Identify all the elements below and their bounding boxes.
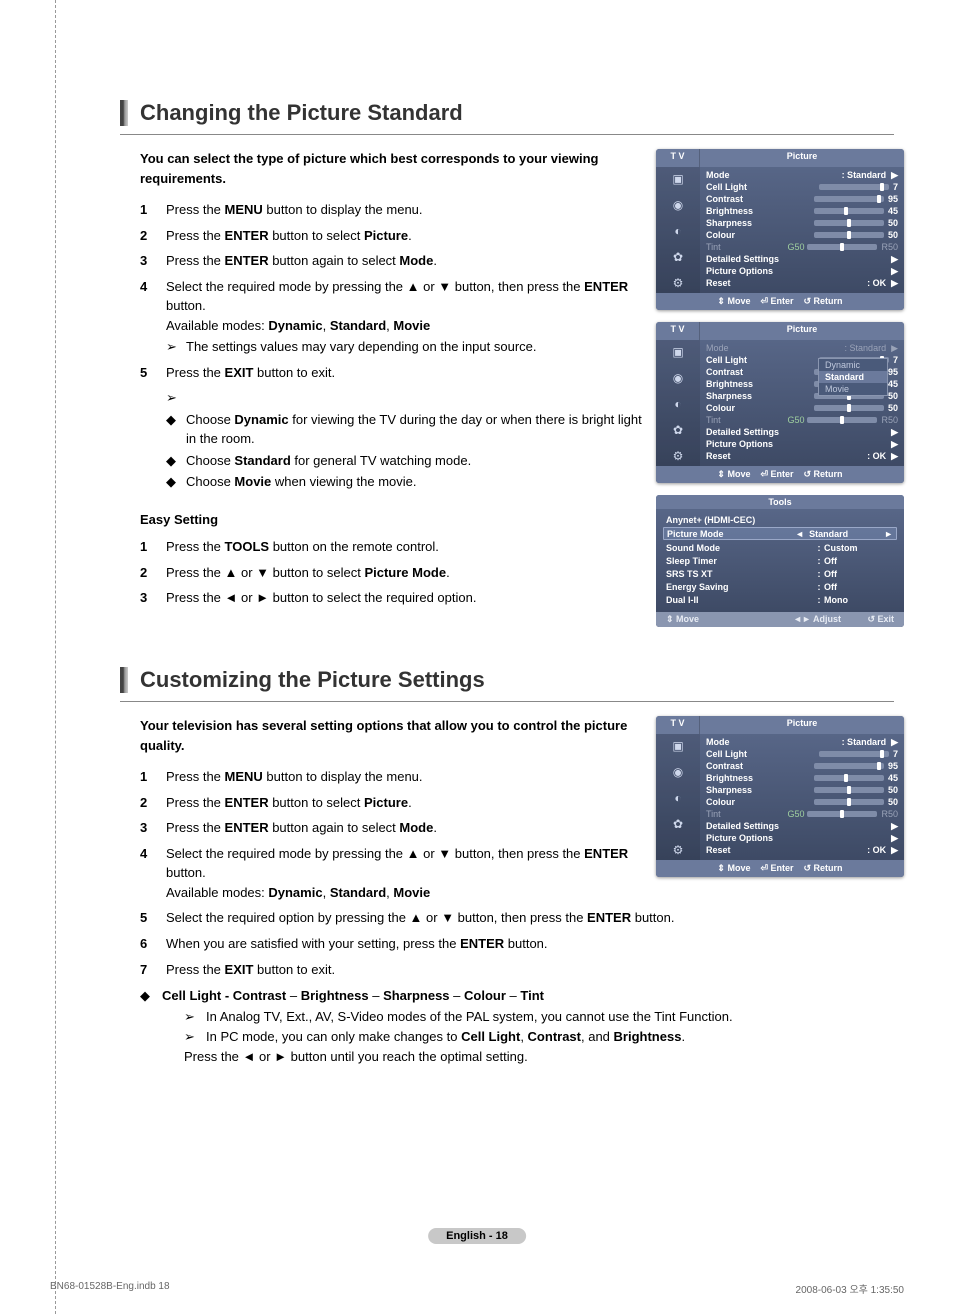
osd-column-1: T VPicture▣◉◐✿⚙Mode: Standard ▶Cell Ligh… bbox=[656, 149, 904, 627]
section1-rule bbox=[120, 134, 894, 135]
osd-picture-dropdown: T VPicture▣◉◐✿⚙Mode: Standard ▶Cell Ligh… bbox=[656, 322, 904, 483]
section1-intro: You can select the type of picture which… bbox=[140, 149, 642, 188]
section2-title: Customizing the Picture Settings bbox=[120, 667, 904, 693]
title-bar-decoration bbox=[120, 667, 128, 693]
tip-item: ◆Choose Movie when viewing the movie. bbox=[166, 472, 642, 492]
section2-steps-a: 1Press the MENU button to display the me… bbox=[140, 767, 642, 902]
osd-picture-2: T VPicture▣◉◐✿⚙Mode: Standard ▶Cell Ligh… bbox=[656, 716, 904, 877]
step-item: 4Select the required mode by pressing th… bbox=[140, 277, 642, 357]
osd-tools: ToolsAnynet+ (HDMI-CEC)Picture Mode◄ Sta… bbox=[656, 495, 904, 627]
page-number: English - 18 bbox=[428, 1228, 526, 1244]
bullet-final: Press the ◄ or ► button until you reach … bbox=[184, 1047, 904, 1067]
easy-setting-heading: Easy Setting bbox=[140, 510, 642, 530]
step-item: 1Press the TOOLS button on the remote co… bbox=[140, 537, 642, 557]
doc-footer-left: BN68-01528B-Eng.indb 18 bbox=[50, 1281, 170, 1296]
section2-content: Your television has several setting opti… bbox=[140, 716, 904, 908]
osd-column-2: T VPicture▣◉◐✿⚙Mode: Standard ▶Cell Ligh… bbox=[656, 716, 904, 908]
section2-rule bbox=[120, 701, 894, 702]
step-item: 1Press the MENU button to display the me… bbox=[140, 200, 642, 220]
section2-heading: Customizing the Picture Settings bbox=[140, 667, 485, 693]
section2-bullet: ◆ Cell Light - Contrast – Brightness – S… bbox=[140, 986, 904, 1067]
section2-lower: 5Select the required option by pressing … bbox=[140, 908, 904, 1067]
step-item: 4Select the required mode by pressing th… bbox=[140, 844, 642, 903]
section1-text: You can select the type of picture which… bbox=[140, 149, 642, 627]
step-item: 5Select the required option by pressing … bbox=[140, 908, 904, 928]
section1-tips-lead: ➢ bbox=[166, 388, 642, 408]
step-item: 6When you are satisfied with your settin… bbox=[140, 934, 904, 954]
section1-tips: ◆Choose Dynamic for viewing the TV durin… bbox=[166, 410, 642, 492]
step-item: 3Press the ENTER button again to select … bbox=[140, 818, 642, 838]
section1-content: You can select the type of picture which… bbox=[140, 149, 904, 627]
doc-footer-right: 2008-06-03 오후 1:35:50 bbox=[796, 1281, 904, 1296]
step-item: 3Press the ◄ or ► button to select the r… bbox=[140, 588, 642, 608]
doc-footer: BN68-01528B-Eng.indb 18 2008-06-03 오후 1:… bbox=[50, 1281, 904, 1296]
tip-item: ◆Choose Dynamic for viewing the TV durin… bbox=[166, 410, 642, 449]
step-item: 3Press the ENTER button again to select … bbox=[140, 251, 642, 271]
tip-item: ◆Choose Standard for general TV watching… bbox=[166, 451, 642, 471]
step-item: 1Press the MENU button to display the me… bbox=[140, 767, 642, 787]
bullet-notes: ➢In Analog TV, Ext., AV, S-Video modes o… bbox=[162, 1007, 904, 1047]
section2-steps-b: 5Select the required option by pressing … bbox=[140, 908, 904, 980]
manual-page: Changing the Picture Standard You can se… bbox=[0, 0, 954, 1314]
section1-steps: 1Press the MENU button to display the me… bbox=[140, 200, 642, 382]
bullet-title: Cell Light - Contrast – Brightness – Sha… bbox=[162, 986, 904, 1006]
step-item: 2Press the ENTER button to select Pictur… bbox=[140, 226, 642, 246]
step-item: 2Press the ENTER button to select Pictur… bbox=[140, 793, 642, 813]
step-item: 5Press the EXIT button to exit. bbox=[140, 363, 642, 383]
step-item: 7Press the EXIT button to exit. bbox=[140, 960, 904, 980]
section2-text: Your television has several setting opti… bbox=[140, 716, 642, 908]
easy-setting-steps: 1Press the TOOLS button on the remote co… bbox=[140, 537, 642, 608]
section1-heading: Changing the Picture Standard bbox=[140, 100, 463, 126]
title-bar-decoration bbox=[120, 100, 128, 126]
step-item: 2Press the ▲ or ▼ button to select Pictu… bbox=[140, 563, 642, 583]
section2-intro: Your television has several setting opti… bbox=[140, 716, 642, 755]
section1-title: Changing the Picture Standard bbox=[120, 100, 904, 126]
osd-picture-1: T VPicture▣◉◐✿⚙Mode: Standard ▶Cell Ligh… bbox=[656, 149, 904, 310]
